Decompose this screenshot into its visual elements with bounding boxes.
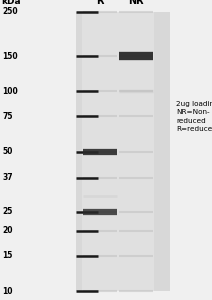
- Bar: [82, 12, 118, 291]
- Text: 50: 50: [2, 147, 13, 156]
- Text: 15: 15: [2, 251, 13, 260]
- Text: 100: 100: [2, 87, 18, 96]
- Text: 37: 37: [2, 173, 13, 182]
- Text: NR: NR: [128, 0, 144, 6]
- Text: 250: 250: [2, 8, 18, 16]
- Bar: [118, 12, 154, 291]
- Text: 10: 10: [2, 286, 13, 296]
- Text: kDa: kDa: [1, 0, 20, 6]
- Text: 25: 25: [2, 207, 13, 216]
- Text: 150: 150: [2, 52, 18, 61]
- Text: 75: 75: [2, 112, 13, 121]
- Text: R: R: [96, 0, 103, 6]
- Bar: [76, 12, 170, 291]
- Text: 2ug loading
NR=Non-
reduced
R=reduced: 2ug loading NR=Non- reduced R=reduced: [176, 100, 212, 132]
- Text: 20: 20: [2, 226, 13, 236]
